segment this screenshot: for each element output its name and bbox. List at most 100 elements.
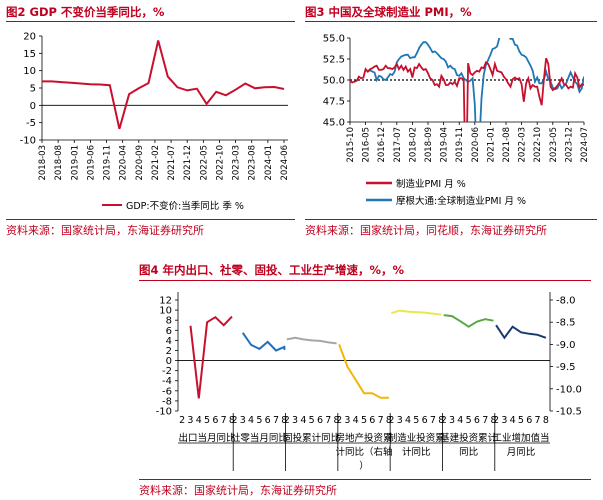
ytd-right-tick-label: -8.0 (556, 296, 576, 307)
pmi-x-tick-label: 2019-04 (440, 127, 450, 163)
ytd-series-line-7 (495, 324, 547, 340)
ytd-group-label: 工业增加值当 (492, 432, 549, 444)
ytd-month-label: 6 (265, 415, 271, 426)
ytd-series-line-2 (241, 332, 286, 352)
pmi-global-series-line (367, 38, 584, 122)
pmi-legend-label-china: 制造业PMI 月 % (396, 178, 466, 190)
ytd-month-label: 7 (273, 415, 279, 426)
pmi-y-tick-label: 47.5 (323, 97, 345, 108)
ytd-month-label: 5 (518, 415, 524, 426)
gdp-x-tick-label: 2023-03 (232, 145, 242, 181)
gdp-y-tick-label: 5 (30, 84, 36, 95)
ytd-group-label: 同比 (459, 446, 478, 458)
gdp-x-tick-label: 2024-01 (264, 145, 274, 181)
ytd-month-label: 3 (292, 415, 298, 426)
pmi-y-tick-label: 52.5 (323, 55, 345, 66)
ytd-month-label: 6 (526, 415, 532, 426)
gdp-x-tick-label: 2023-08 (248, 145, 258, 181)
ytd-left-tick-label: 12 (159, 296, 172, 307)
ytd-month-label: 6 (474, 415, 480, 426)
pmi-x-tick-label: 2020-06 (471, 127, 481, 163)
gdp-y-tick-label: 20 (23, 32, 36, 43)
ytd-month-label: 7 (325, 415, 331, 426)
ytd-month-label: 2 (441, 415, 447, 426)
ytd-group-label: 计同比 (402, 446, 431, 458)
pmi-y-tick-label: 55.0 (323, 34, 345, 45)
ytd-left-tick-label: 4 (166, 336, 172, 347)
fig3-source-rule (305, 219, 597, 220)
ytd-left-tick-label: 10 (159, 306, 172, 317)
gdp-x-tick-label: 2021-02 (151, 145, 161, 181)
ytd-month-label: 2 (179, 415, 185, 426)
ytd-right-tick-label: -9.0 (556, 340, 576, 351)
ytd-month-label: 7 (378, 415, 384, 426)
gdp-x-tick-label: 2019-01 (70, 145, 80, 181)
ytd-left-tick-label: -8 (162, 396, 172, 407)
ytd-series-line-4 (338, 344, 389, 399)
fig3-title-rule (305, 21, 597, 22)
ytd-month-label: 8 (229, 415, 235, 426)
fig3-source: 资料来源：国家统计局，同花顺，东海证券研究所 (305, 224, 547, 237)
gdp-x-tick-label: 2020-04 (119, 145, 129, 181)
ytd-month-label: 2 (493, 415, 499, 426)
ytd-month-label: 4 (300, 415, 306, 426)
ytd-month-label: 4 (248, 415, 254, 426)
ytd-month-label: 6 (317, 415, 323, 426)
ytd-left-tick-label: 8 (166, 316, 172, 327)
ytd-month-label: 5 (309, 415, 315, 426)
ytd-series-line-6 (443, 314, 494, 328)
pmi-x-tick-label: 2023-05 (549, 127, 559, 163)
gdp-x-tick-label: 2021-12 (183, 145, 193, 181)
ytd-month-label: 5 (361, 415, 367, 426)
ytd-group-label: ） (359, 460, 369, 472)
ytd-month-label: 3 (187, 415, 193, 426)
ytd-left-tick-label: 6 (166, 326, 172, 337)
fig2-source: 资料来源：国家统计局，东海证券研究所 (6, 224, 204, 237)
fig2-title-rule (6, 21, 295, 22)
ytd-month-label: 5 (466, 415, 472, 426)
pmi-x-tick-label: 2018-09 (424, 127, 434, 163)
ytd-right-tick-label: -10.0 (556, 384, 582, 395)
pmi-x-tick-label: 2022-10 (533, 127, 543, 163)
gdp-y-tick-label: 15 (23, 49, 36, 60)
fig4-source-rule (139, 479, 591, 480)
ytd-month-label: 2 (284, 415, 290, 426)
ytd-month-label: 5 (413, 415, 419, 426)
ytd-month-label: 8 (386, 415, 392, 426)
pmi-y-tick-label: 50.0 (323, 76, 345, 87)
ytd-month-label: 2 (336, 415, 342, 426)
ytd-left-tick-label: -2 (162, 366, 172, 377)
ytd-month-label: 7 (482, 415, 488, 426)
pmi-x-tick-label: 2016-12 (377, 127, 387, 163)
ytd-group-label: 月同比 (507, 446, 536, 458)
gdp-x-tick-label: 2018-08 (54, 145, 64, 181)
gdp-x-tick-label: 2019-06 (86, 145, 96, 181)
gdp-y-tick-label: -5 (26, 118, 36, 129)
ytd-month-label: 7 (430, 415, 436, 426)
ytd-left-tick-label: 2 (166, 346, 172, 357)
ytd-left-tick-label: -10 (156, 407, 172, 418)
ytd-month-label: 3 (449, 415, 455, 426)
fig4-title: 图4 年内出口、社零、固投、工业生产增速，%，% (139, 263, 405, 277)
pmi-x-tick-label: 2018-02 (408, 127, 418, 163)
pmi-x-tick-label: 2023-12 (564, 127, 574, 163)
ytd-series-line-1 (189, 315, 233, 399)
ytd-month-label: 6 (212, 415, 218, 426)
gdp-x-tick-label: 2021-07 (167, 145, 177, 181)
fig2-source-rule (6, 219, 295, 220)
ytd-series-line-5 (391, 309, 442, 316)
ytd-month-label: 3 (240, 415, 246, 426)
gdp-y-tick-label: 10 (23, 66, 36, 77)
pmi-x-tick-label: 2015-10 (346, 127, 356, 163)
ytd-group-label: 房地产投资累 (335, 432, 392, 444)
ytd-group-label: 制造业投资累 (388, 432, 445, 444)
fig3-title: 图3 中国及全球制造业 PMI，% (305, 5, 472, 19)
gdp-series-line (42, 40, 285, 130)
pmi-china-series-line (350, 57, 584, 122)
ytd-month-label: 5 (204, 415, 210, 426)
ytd-month-label: 4 (405, 415, 411, 426)
gdp-x-tick-label: 2022-05 (199, 145, 209, 181)
pmi-legend-label-global: 摩根大通:全球制造业PMI 月 % (396, 195, 526, 207)
gdp-y-tick-label: -10 (20, 136, 36, 147)
